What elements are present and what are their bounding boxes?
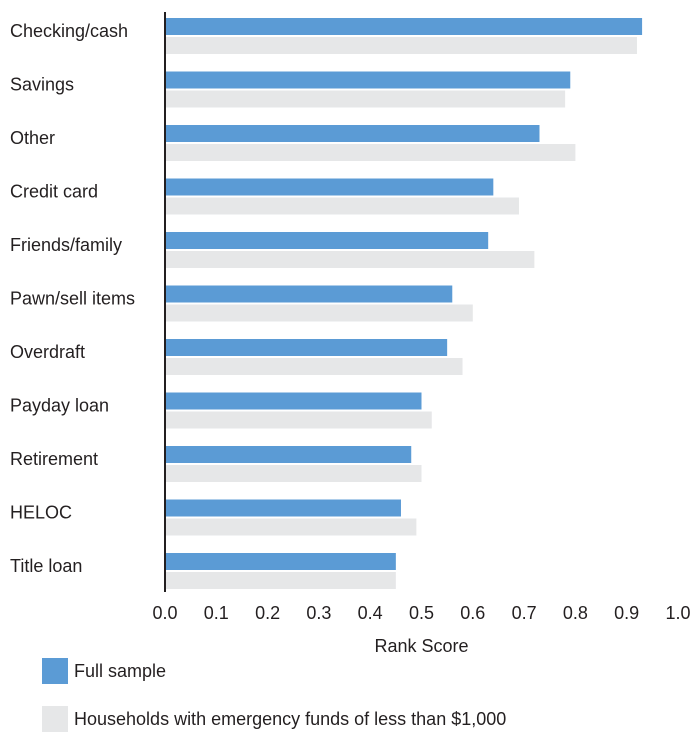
x-tick-label-0-1: 0.1 <box>204 603 229 623</box>
x-tick-label-0-4: 0.4 <box>358 603 383 623</box>
legend-item-low-emergency-funds: Households with emergency funds of less … <box>42 706 506 732</box>
bar-overdraft-series-1 <box>166 358 463 375</box>
legend-swatch-full-sample <box>42 658 68 684</box>
x-tick-label-0-9: 0.9 <box>614 603 639 623</box>
x-tick-label-0-0: 0.0 <box>152 603 177 623</box>
legend-label-low-emergency-funds: Households with emergency funds of less … <box>74 708 507 729</box>
bar-savings-series-0 <box>166 71 571 89</box>
category-label-savings: Savings <box>10 75 74 95</box>
x-tick-label-0-6: 0.6 <box>460 603 485 623</box>
bar-other-series-1 <box>166 144 576 161</box>
x-tick-label-0-7: 0.7 <box>512 603 537 623</box>
category-label-title-loan: Title loan <box>10 556 82 576</box>
legend-item-full-sample: Full sample <box>42 658 166 684</box>
bar-friends-family-series-0 <box>166 232 489 249</box>
bar-pawn-sell-items-series-0 <box>166 285 453 303</box>
bar-overdraft-series-0 <box>166 339 448 356</box>
category-label-retirement: Retirement <box>10 449 98 469</box>
category-label-credit-card: Credit card <box>10 182 98 202</box>
x-tick-label-0-3: 0.3 <box>306 603 331 623</box>
category-label-pawn-sell-items: Pawn/sell items <box>10 289 135 309</box>
bar-heloc-series-1 <box>166 518 417 536</box>
bar-checking-cash-series-0 <box>166 18 643 35</box>
category-label-overdraft: Overdraft <box>10 342 85 362</box>
bar-credit-card-series-0 <box>166 178 494 196</box>
x-axis-title: Rank Score <box>374 636 468 656</box>
bar-other-series-0 <box>166 125 540 142</box>
category-label-payday-loan: Payday loan <box>10 396 109 416</box>
bar-retirement-series-0 <box>166 446 412 463</box>
bar-retirement-series-1 <box>166 465 422 482</box>
bar-title-loan-series-0 <box>166 553 396 570</box>
bar-payday-loan-series-1 <box>166 411 432 429</box>
legend-swatch-low-emergency-funds <box>42 706 68 732</box>
bar-heloc-series-0 <box>166 499 401 517</box>
bar-pawn-sell-items-series-1 <box>166 304 473 322</box>
bar-checking-cash-series-1 <box>166 37 637 54</box>
bar-friends-family-series-1 <box>166 251 535 268</box>
bar-payday-loan-series-0 <box>166 392 422 410</box>
x-tick-label-0-2: 0.2 <box>255 603 280 623</box>
x-tick-label-0-8: 0.8 <box>563 603 588 623</box>
category-label-heloc: HELOC <box>10 503 72 523</box>
x-tick-label-0-5: 0.5 <box>409 603 434 623</box>
category-label-friends-family: Friends/family <box>10 235 122 255</box>
x-tick-label-1-0: 1.0 <box>665 603 690 623</box>
legend-label-full-sample: Full sample <box>74 660 167 681</box>
bar-savings-series-1 <box>166 90 566 108</box>
category-label-checking-cash: Checking/cash <box>10 21 128 41</box>
category-label-other: Other <box>10 128 55 148</box>
bar-title-loan-series-1 <box>166 572 396 589</box>
bar-credit-card-series-1 <box>166 197 519 215</box>
